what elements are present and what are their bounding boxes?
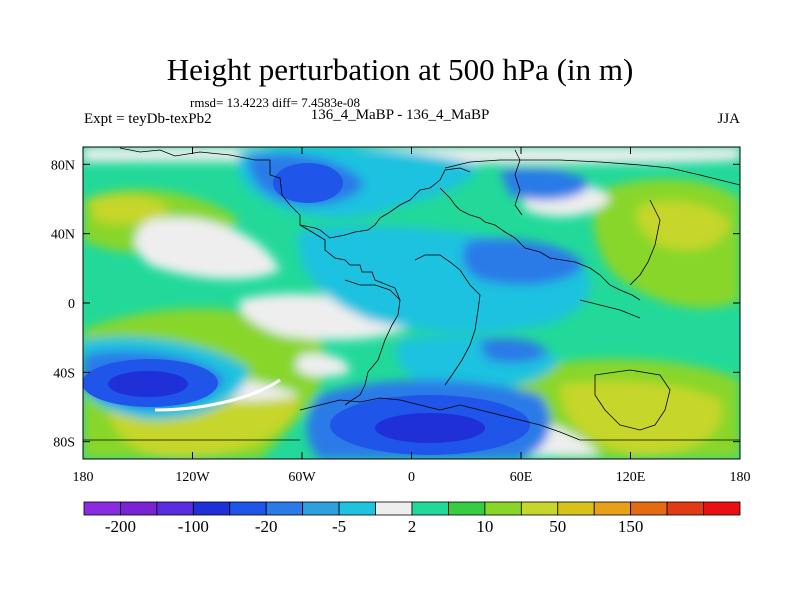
africa-coast — [414, 254, 481, 386]
x-axis: 180 120W 60W 0 60E 120E 180 — [73, 147, 751, 485]
x-tick-label-6: 180 — [730, 470, 751, 485]
field-southatlantic-neutral — [295, 353, 350, 377]
height-field — [83, 147, 740, 459]
coastlines — [83, 147, 740, 441]
colorbar-box-14 — [593, 501, 632, 516]
plot-title: Height perturbation at 500 hPa (in m) — [166, 52, 634, 87]
east-asia-coast — [629, 199, 661, 286]
y-tick-label-4: 80S — [53, 436, 75, 451]
field-indian-trough — [462, 238, 585, 285]
x-tick-label-2: 60W — [288, 470, 316, 485]
field-indian-positive — [560, 380, 722, 455]
colorbar-box-2 — [156, 501, 194, 516]
colorbar-label-6: 50 — [549, 517, 566, 536]
colorbar-label-7: 150 — [618, 517, 644, 536]
field-madagascar-trough — [480, 338, 548, 364]
scandinavia-coast — [514, 149, 523, 216]
field-pacific-neutral — [135, 217, 280, 280]
colorbar-label-0: -200 — [105, 517, 136, 536]
australia-coast — [594, 369, 671, 431]
y-tick-label-3: 40S — [53, 366, 75, 381]
colorbar-box-15 — [630, 501, 668, 516]
comparison-label: 136_4_MaBP - 136_4_MaBP — [310, 107, 490, 123]
colorbar-label-1: -100 — [178, 517, 209, 536]
eurasia-south-coast — [439, 187, 641, 301]
y-axis: 80N 40N 0 40S 80S — [51, 158, 740, 451]
x-tick-label-0: 180 — [73, 470, 94, 485]
field-ural-trough — [500, 168, 590, 201]
antarctica-coast — [299, 397, 581, 441]
central-america — [344, 279, 401, 301]
y-tick-label-0: 80N — [51, 158, 75, 173]
x-tick-label-5: 120E — [616, 470, 646, 485]
field-antarctic-center — [375, 413, 485, 443]
colorbar-box-3 — [192, 501, 231, 516]
colorbar-box-8 — [375, 501, 413, 516]
y-tick-label-2: 0 — [68, 297, 75, 312]
americas-west-coast — [255, 159, 401, 406]
colorbar-box-7 — [338, 501, 376, 516]
colorbar-box-11 — [484, 501, 522, 516]
colorbar-box-12 — [520, 501, 559, 516]
colorbar-box-0 — [83, 501, 121, 516]
colorbar-box-16 — [666, 501, 704, 516]
colorbar-label-3: -5 — [332, 517, 346, 536]
x-tick-label-4: 60E — [510, 470, 533, 485]
colorbar-box-13 — [557, 501, 595, 516]
field-south-pacific-zero-line — [154, 378, 281, 412]
colorbar-box-10 — [448, 501, 486, 516]
field-north-pacific-core — [273, 163, 343, 203]
x-tick-label-1: 120W — [175, 470, 210, 485]
x-tick-label-3: 0 — [408, 470, 415, 485]
y-tick-label-1: 40N — [51, 228, 75, 243]
colorbar-box-4 — [229, 501, 267, 516]
colorbar-box-1 — [120, 501, 158, 516]
experiment-label: Expt = teyDb-texPb2 — [84, 111, 212, 127]
colorbar-box-17 — [703, 501, 741, 516]
colorbar: -200 -100 -20 -5 2 10 50 150 — [83, 501, 741, 536]
stats-label: rmsd= 13.4223 diff= 7.4583e-08 — [190, 95, 361, 110]
field-npacific-positive — [90, 194, 170, 225]
colorbar-label-5: 10 — [476, 517, 493, 536]
colorbar-box-6 — [302, 501, 340, 516]
maritime-continent — [579, 299, 641, 319]
colorbar-label-4: 2 — [408, 517, 417, 536]
colorbar-box-5 — [265, 501, 304, 516]
colorbar-box-9 — [411, 501, 449, 516]
colorbar-label-2: -20 — [255, 517, 278, 536]
field-south-pacific-center — [108, 371, 188, 397]
field-asia-positive — [636, 201, 730, 250]
arctic-coast-west — [119, 147, 256, 161]
eurasia-north-coast — [444, 159, 740, 186]
north-america-east-coast — [299, 167, 471, 239]
season-label: JJA — [717, 111, 740, 127]
